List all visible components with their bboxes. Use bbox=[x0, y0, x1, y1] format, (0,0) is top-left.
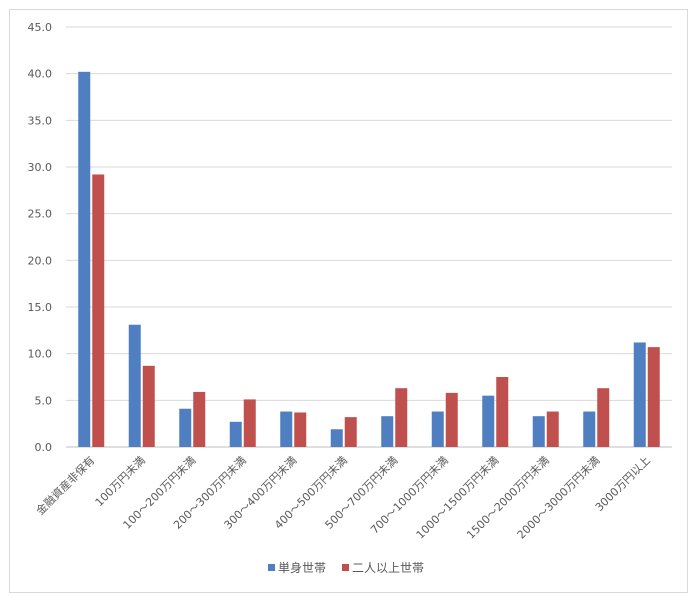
bar-single bbox=[330, 429, 343, 447]
y-tick-label: 40.0 bbox=[28, 68, 53, 81]
bar-single bbox=[381, 416, 394, 447]
y-tick-label: 35.0 bbox=[28, 114, 53, 127]
bar-multi bbox=[142, 365, 155, 447]
y-tick-label: 0.0 bbox=[35, 441, 53, 454]
bar-multi bbox=[193, 391, 206, 447]
bars bbox=[78, 71, 660, 448]
gridlines bbox=[66, 26, 672, 448]
bar-single bbox=[583, 411, 596, 447]
bar-multi bbox=[294, 412, 307, 447]
bar-multi bbox=[647, 347, 660, 447]
bar-multi bbox=[597, 388, 610, 447]
bar-multi bbox=[92, 174, 105, 447]
x-axis: 金融資産非保有100万円未満100～200万円未満200～300万円未満300～… bbox=[33, 453, 653, 541]
bar-multi bbox=[344, 417, 357, 447]
y-tick-label: 20.0 bbox=[28, 254, 53, 267]
y-tick-label: 5.0 bbox=[35, 394, 53, 407]
legend-label: 単身世帯 bbox=[278, 560, 326, 575]
x-tick-label: 金融資産非保有 bbox=[33, 453, 97, 517]
bar-multi bbox=[546, 411, 559, 447]
bar-single bbox=[633, 342, 646, 447]
legend-swatch bbox=[342, 564, 349, 571]
legend-swatch bbox=[268, 564, 275, 571]
bar-single bbox=[128, 324, 141, 447]
x-tick-label: 1000～1500万円未満 bbox=[414, 454, 502, 542]
bar-multi bbox=[243, 399, 256, 447]
bar-single bbox=[431, 411, 444, 447]
bar-single bbox=[280, 411, 293, 447]
bar-single bbox=[179, 408, 192, 447]
legend: 単身世帯 二人以上世帯 bbox=[268, 560, 424, 575]
y-tick-label: 25.0 bbox=[28, 208, 53, 221]
x-tick-label: 2000～3000万円未満 bbox=[515, 454, 603, 542]
bar-multi bbox=[445, 392, 458, 447]
y-axis: 0.0 5.0 10.0 15.0 20.0 25.0 30.0 35.0 40.0 45.0 bbox=[28, 21, 53, 454]
legend-label: 二人以上世帯 bbox=[352, 561, 424, 575]
x-tick-label: 100万円未満 bbox=[93, 454, 148, 509]
y-tick-label: 15.0 bbox=[28, 301, 53, 314]
bar-single bbox=[229, 421, 242, 447]
chart-frame: 0.0 5.0 10.0 15.0 20.0 25.0 30.0 35.0 40.0 45.0 金… bbox=[9, 9, 688, 593]
x-tick-label: 1500～2000万円未満 bbox=[464, 454, 552, 542]
y-tick-label: 10.0 bbox=[28, 348, 53, 361]
bar-chart: 0.0 5.0 10.0 15.0 20.0 25.0 30.0 35.0 40.0 45.0 金… bbox=[28, 21, 672, 575]
y-tick-label: 45.0 bbox=[28, 21, 53, 34]
bar-single bbox=[532, 416, 545, 447]
bar-single bbox=[78, 71, 91, 448]
bar-multi bbox=[496, 377, 509, 447]
bar-single bbox=[482, 395, 495, 447]
bar-multi bbox=[395, 388, 408, 447]
y-tick-label: 30.0 bbox=[28, 161, 53, 174]
